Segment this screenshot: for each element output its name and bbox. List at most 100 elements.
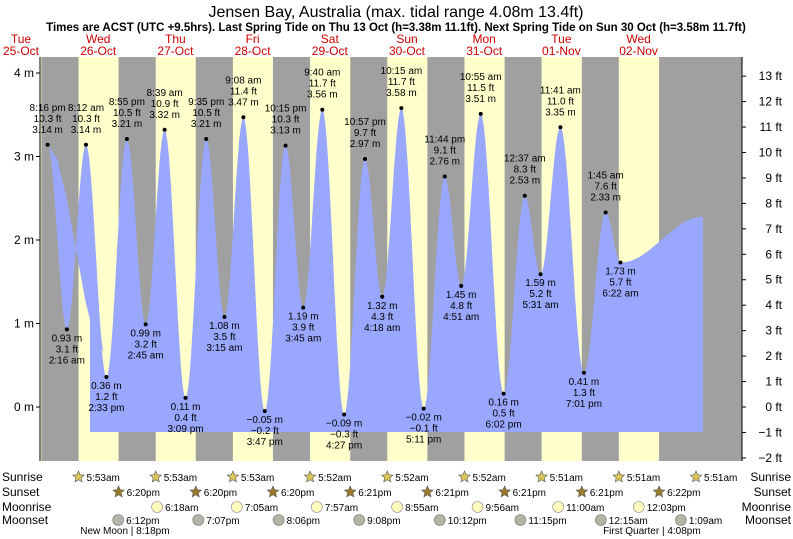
- sunset-icon: [343, 485, 357, 498]
- sunrise-icon: [458, 470, 471, 483]
- tide-label: 12:37 am: [504, 154, 546, 165]
- right-tick-label: 2 ft: [765, 349, 782, 363]
- tide-point: [421, 406, 426, 411]
- tide-label: 3.14 m: [32, 125, 63, 136]
- moonset-icon: [595, 514, 607, 526]
- tide-label: 1.19 m: [288, 312, 319, 323]
- tide-label: 9:40 am: [304, 68, 340, 79]
- tide-label: 8:16 pm: [30, 103, 66, 114]
- tide-point: [104, 374, 109, 379]
- sunset-time: 6:20pm: [127, 488, 160, 499]
- tide-label: 1.3 ft: [573, 388, 595, 399]
- sunset-time: 6:20pm: [204, 488, 237, 499]
- tide-point: [204, 136, 209, 141]
- row-label-right: Sunrise: [750, 470, 791, 484]
- sunrise-time: 5:52am: [318, 473, 351, 484]
- tide-label: −0.05 m: [247, 415, 283, 426]
- sunrise-time: 5:51am: [704, 473, 737, 484]
- sunrise-time: 5:53am: [164, 473, 197, 484]
- moonrise-icon: [632, 501, 645, 513]
- tide-label: 3:15 am: [206, 343, 242, 354]
- tide-label: 10:57 pm: [344, 117, 386, 128]
- tide-point: [301, 305, 306, 310]
- tide-label: 3.32 m: [149, 110, 180, 121]
- tide-label: 3.51 m: [465, 94, 496, 105]
- right-tick-label: 6 ft: [765, 247, 782, 261]
- tide-point: [45, 142, 50, 147]
- right-tick-label: 11 ft: [760, 120, 783, 134]
- tide-label: 10.5 ft: [113, 108, 141, 119]
- day-date: 28-Oct: [235, 44, 272, 58]
- moonset-time: 10:12pm: [448, 516, 487, 527]
- tide-label: 5:31 am: [522, 300, 558, 311]
- tide-label: 11.7 ft: [388, 77, 415, 88]
- tide-label: −0.09 m: [326, 419, 362, 430]
- moonset-icon: [192, 514, 205, 526]
- tide-label: 10.3 ft: [272, 115, 300, 126]
- tide-point: [162, 127, 167, 132]
- tide-label: 5.2 ft: [529, 289, 551, 300]
- tide-label: −0.3 ft: [330, 430, 358, 441]
- tide-label: 2.76 m: [429, 157, 460, 168]
- sunrise-time: 5:52am: [472, 473, 505, 484]
- sunset-icon: [266, 485, 280, 498]
- sunrise-icon: [612, 470, 626, 483]
- day-date: 02-Nov: [619, 44, 658, 58]
- tide-label: −0.1 ft: [410, 424, 438, 435]
- sunrise-icon: [380, 470, 394, 483]
- right-tick-label: 1 ft: [765, 375, 782, 389]
- moon-phase-label: First Quarter | 4:08pm: [603, 526, 701, 537]
- sunrise-time: 5:53am: [87, 473, 120, 484]
- tide-point: [501, 391, 506, 396]
- right-tick-label: 5 ft: [765, 273, 782, 287]
- row-label-right: Sunset: [754, 485, 792, 499]
- moonrise-time: 9:56am: [486, 503, 519, 514]
- moonset-icon: [675, 514, 687, 526]
- tide-label: 9.7 ft: [354, 128, 376, 139]
- tide-label: 3:47 pm: [247, 437, 283, 448]
- tide-point: [459, 283, 464, 288]
- sunrise-icon: [149, 470, 163, 483]
- tide-water: [47, 108, 704, 432]
- tide-label: 10.9 ft: [151, 99, 179, 110]
- day-name: Tue: [551, 32, 572, 46]
- day-name: Wed: [626, 32, 650, 46]
- sunset-time: 6:21pm: [513, 488, 546, 499]
- tide-label: 4:51 am: [443, 312, 479, 323]
- tide-label: 0.93 m: [52, 333, 83, 344]
- tide-label: 2:45 am: [128, 350, 164, 361]
- day-date: 31-Oct: [466, 44, 503, 58]
- tide-label: 3:09 pm: [167, 424, 203, 435]
- axes: Tue25-OctWed26-OctThu27-OctFri28-OctSat2…: [3, 32, 783, 465]
- tide-label: 7:01 pm: [566, 399, 602, 410]
- tide-point: [241, 115, 246, 120]
- tide-label: 0.99 m: [130, 328, 161, 339]
- moonset-time: 11:15pm: [528, 516, 566, 527]
- tide-point: [320, 107, 325, 112]
- day-date: 29-Oct: [312, 44, 349, 58]
- tide-label: 3.13 m: [270, 126, 301, 137]
- tide-point: [283, 143, 288, 148]
- tide-label: 1.59 m: [525, 278, 556, 289]
- tide-point: [342, 412, 347, 417]
- sunset-icon: [189, 485, 203, 498]
- moonrise-time: 7:05am: [245, 503, 278, 514]
- tide-label: 11.5 ft: [467, 83, 494, 94]
- row-label-right: Moonset: [745, 513, 792, 527]
- tide-label: −0.02 m: [405, 413, 441, 424]
- tide-point: [558, 125, 563, 130]
- right-tick-label: −2 ft: [758, 451, 782, 465]
- tide-label: 4:27 pm: [326, 441, 362, 452]
- day-name: Mon: [473, 32, 496, 46]
- tide-point: [124, 136, 129, 141]
- moonset-time: 12:15am: [609, 516, 648, 527]
- tide-label: 0.36 m: [91, 381, 122, 392]
- right-tick-label: 7 ft: [765, 222, 782, 236]
- row-label-left: Sunrise: [2, 470, 43, 484]
- tide-label: 10.3 ft: [34, 114, 62, 125]
- sunset-time: 6:21pm: [590, 488, 623, 499]
- tide-label: 10.3 ft: [72, 114, 100, 125]
- tide-label: 0.16 m: [488, 398, 519, 409]
